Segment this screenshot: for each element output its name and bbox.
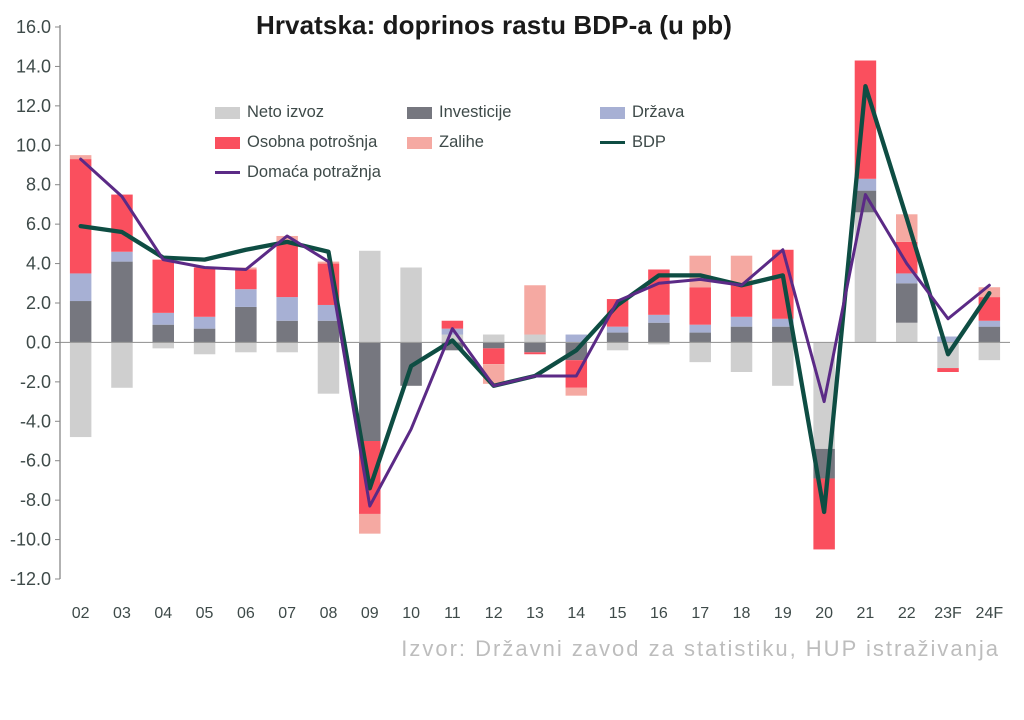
svg-text:19: 19 [774,605,792,622]
svg-text:02: 02 [72,605,90,622]
svg-text:04: 04 [154,605,172,622]
svg-text:4.0: 4.0 [26,254,51,274]
svg-text:14: 14 [567,605,585,622]
svg-text:2.0: 2.0 [26,293,51,313]
svg-text:08: 08 [320,605,338,622]
svg-text:13: 13 [526,605,544,622]
svg-text:10: 10 [402,605,420,622]
svg-text:17: 17 [691,605,709,622]
svg-text:24F: 24F [976,605,1004,622]
svg-text:20: 20 [815,605,833,622]
svg-text:23F: 23F [934,605,962,622]
svg-text:-12.0: -12.0 [10,569,51,589]
svg-text:6.0: 6.0 [26,214,51,234]
svg-text:-10.0: -10.0 [10,530,51,550]
svg-text:15: 15 [609,605,627,622]
svg-text:10.0: 10.0 [16,135,51,155]
svg-text:16.0: 16.0 [16,17,51,37]
svg-text:0.0: 0.0 [26,332,51,352]
svg-text:06: 06 [237,605,255,622]
svg-text:-6.0: -6.0 [20,451,51,471]
svg-text:12.0: 12.0 [16,96,51,116]
svg-text:18: 18 [733,605,751,622]
svg-text:11: 11 [444,605,461,622]
svg-text:16: 16 [650,605,668,622]
svg-text:-8.0: -8.0 [20,490,51,510]
svg-text:8.0: 8.0 [26,175,51,195]
svg-text:21: 21 [857,605,875,622]
svg-text:03: 03 [113,605,131,622]
svg-text:22: 22 [898,605,916,622]
svg-text:07: 07 [278,605,296,622]
svg-text:-4.0: -4.0 [20,411,51,431]
svg-text:14.0: 14.0 [16,56,51,76]
svg-text:05: 05 [196,605,214,622]
svg-text:12: 12 [485,605,503,622]
svg-text:-2.0: -2.0 [20,372,51,392]
svg-text:09: 09 [361,605,379,622]
